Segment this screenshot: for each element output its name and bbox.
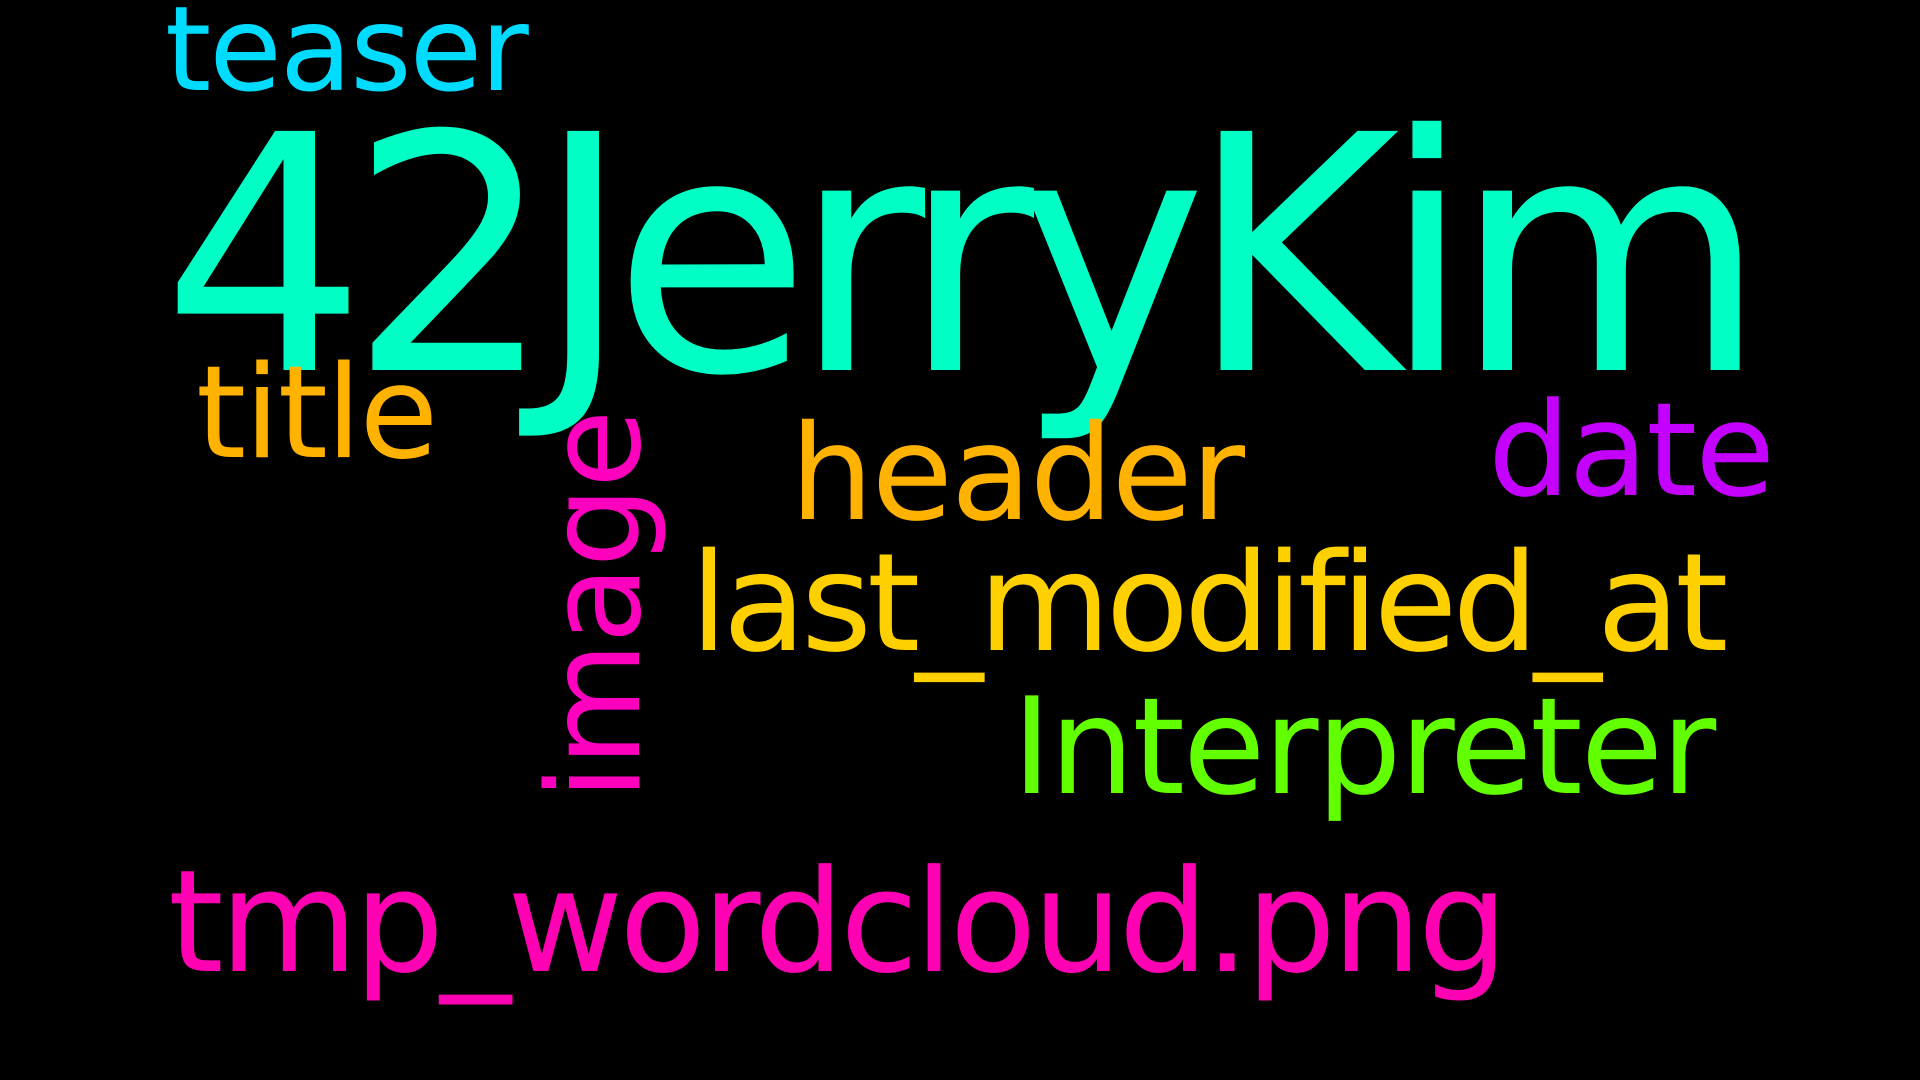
word-teaser: teaser [165, 0, 529, 118]
word-tmp-wordcloud-png: tmp_wordcloud.png [168, 840, 1508, 1005]
word-image: image [521, 411, 670, 800]
word-date: date [1488, 374, 1775, 526]
word-last-modified-at: last_modified_at [690, 525, 1728, 683]
word-title: title [196, 339, 438, 488]
word-interpreter: Interpreter [1012, 669, 1716, 825]
word-header: header [790, 397, 1245, 551]
word-42jerrykim: 42JerryKim [162, 67, 1767, 448]
